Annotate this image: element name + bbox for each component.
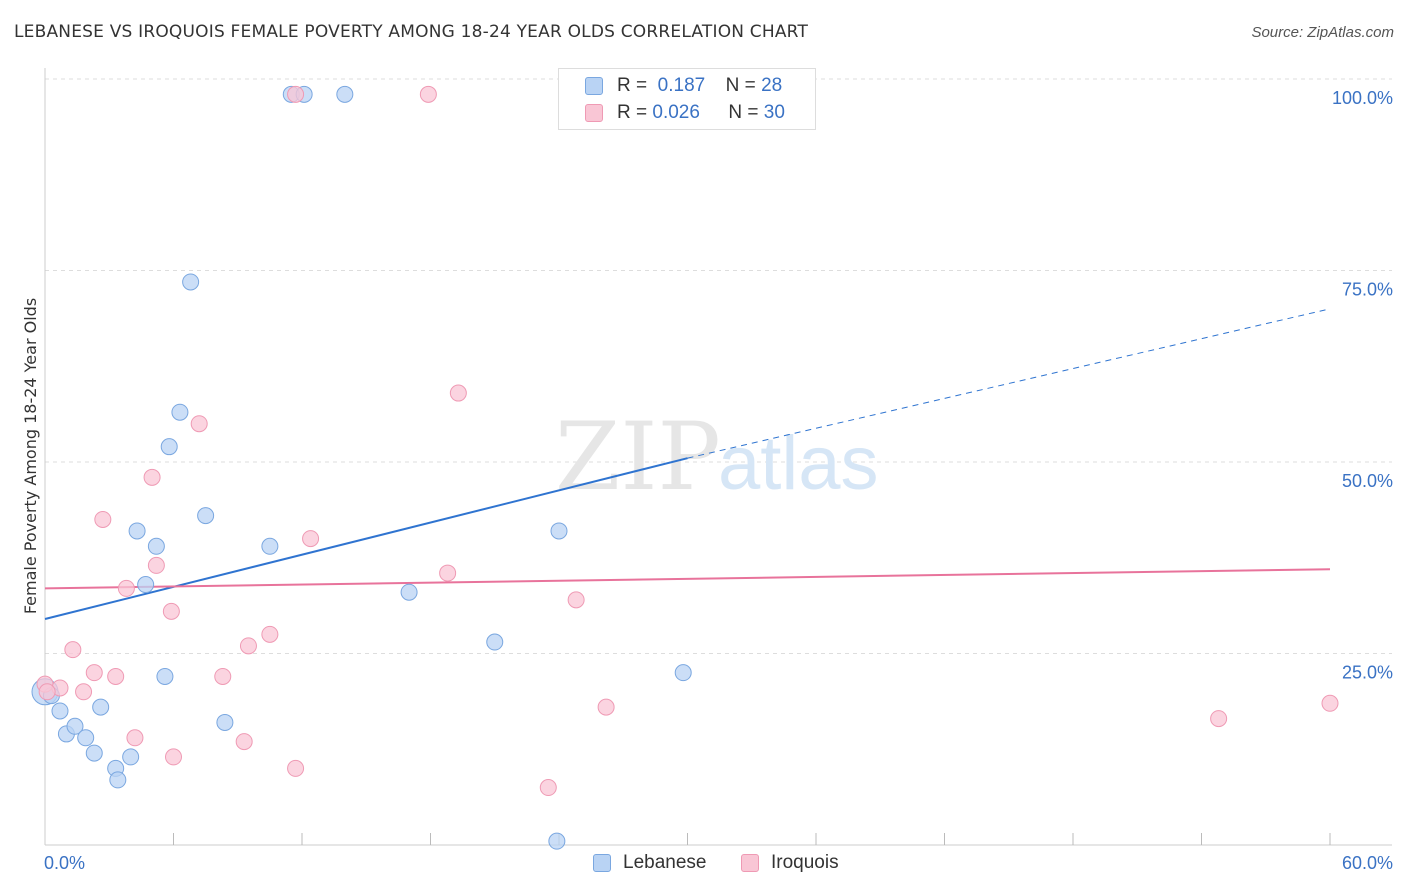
trend-line-lebanese xyxy=(44,457,688,621)
point-lebanese xyxy=(550,522,568,540)
legend-label-iroquois: Iroquois xyxy=(771,852,839,873)
source-label: Source: ZipAtlas.com xyxy=(1251,24,1394,41)
legend-r-value: 0.026 xyxy=(652,102,700,123)
legend-item-lebanese[interactable]: Lebanese xyxy=(593,852,706,874)
y-tick-labels: 25.0% 50.0% 75.0% 100.0% xyxy=(1332,88,1393,683)
y-axis-label: Female Poverty Among 18-24 Year Olds xyxy=(21,298,40,614)
point-lebanese xyxy=(261,537,279,555)
x-tick-label: 60.0% xyxy=(1342,853,1393,873)
point-iroquois xyxy=(162,602,180,620)
correlation-legend: R = 0.187 N = 28 R = 0.026 N = 30 xyxy=(558,68,816,130)
point-iroquois xyxy=(287,85,305,103)
data-points xyxy=(31,85,1339,850)
point-iroquois xyxy=(85,664,103,682)
point-iroquois xyxy=(287,759,305,777)
iroquois-swatch xyxy=(741,854,759,872)
point-iroquois xyxy=(143,468,161,486)
legend-row-iroquois: R = 0.026 N = 30 xyxy=(585,100,785,126)
point-lebanese xyxy=(486,633,504,651)
legend-n-value: 28 xyxy=(761,75,783,96)
point-iroquois xyxy=(126,729,144,747)
point-lebanese xyxy=(147,537,165,555)
point-iroquois xyxy=(235,733,253,751)
watermark-zip: ZIP xyxy=(555,403,721,512)
point-iroquois xyxy=(75,683,93,701)
legend-r-value: 0.187 xyxy=(657,75,706,96)
point-iroquois xyxy=(302,530,320,548)
point-lebanese xyxy=(137,576,155,594)
point-iroquois xyxy=(261,625,279,643)
x-tick-label: 0.0% xyxy=(44,853,85,873)
point-lebanese xyxy=(182,273,200,291)
point-lebanese xyxy=(336,85,354,103)
point-lebanese xyxy=(122,748,140,766)
legend-r-label: R = xyxy=(617,75,648,96)
point-lebanese xyxy=(160,438,178,456)
point-iroquois xyxy=(165,748,182,766)
trend-line-iroquois xyxy=(44,568,1331,590)
point-iroquois xyxy=(1210,710,1228,728)
point-iroquois xyxy=(38,683,56,701)
point-lebanese xyxy=(216,713,234,731)
point-lebanese xyxy=(400,583,418,601)
legend-row-lebanese: R = 0.187 N = 28 xyxy=(585,73,782,99)
lebanese-swatch xyxy=(593,854,611,872)
y-tick-label: 25.0% xyxy=(1342,663,1393,683)
point-lebanese xyxy=(197,507,215,525)
y-tick-label: 100.0% xyxy=(1332,88,1393,108)
point-iroquois xyxy=(239,637,257,655)
legend-n-label: N = xyxy=(725,75,756,96)
point-lebanese xyxy=(674,664,692,682)
point-iroquois xyxy=(214,667,232,685)
point-lebanese xyxy=(156,667,174,685)
point-iroquois xyxy=(449,384,467,402)
point-lebanese xyxy=(85,744,103,762)
chart-title: LEBANESE VS IROQUOIS FEMALE POVERTY AMON… xyxy=(14,22,809,42)
watermark-atlas: atlas xyxy=(718,421,879,506)
point-iroquois xyxy=(1321,694,1339,712)
point-lebanese xyxy=(77,729,95,747)
legend-n-label: N = xyxy=(728,102,759,123)
watermark: ZIP atlas xyxy=(555,403,879,512)
point-lebanese xyxy=(548,832,566,850)
y-tick-label: 50.0% xyxy=(1342,471,1393,491)
legend-n-value: 30 xyxy=(763,102,785,123)
y-tick-label: 75.0% xyxy=(1342,280,1393,300)
point-lebanese xyxy=(128,522,146,540)
point-iroquois xyxy=(147,556,165,574)
trend-lines xyxy=(44,308,1331,621)
point-lebanese xyxy=(92,698,110,716)
point-lebanese xyxy=(66,717,84,735)
point-lebanese xyxy=(51,702,69,720)
point-iroquois xyxy=(439,564,457,582)
point-iroquois xyxy=(107,667,125,685)
point-lebanese xyxy=(109,771,127,789)
legend-item-iroquois[interactable]: Iroquois xyxy=(741,852,839,874)
point-iroquois xyxy=(94,510,112,528)
point-iroquois xyxy=(64,641,82,659)
legend-r-label: R = xyxy=(617,102,648,123)
point-iroquois xyxy=(190,415,208,433)
lebanese-swatch xyxy=(585,77,603,95)
point-iroquois xyxy=(567,591,585,609)
point-lebanese xyxy=(171,403,189,421)
grid-lines xyxy=(45,78,1392,654)
x-tick-labels: 0.0% 60.0% xyxy=(44,853,1393,873)
legend-label-lebanese: Lebanese xyxy=(623,852,707,873)
point-iroquois xyxy=(539,779,557,797)
iroquois-swatch xyxy=(585,104,603,122)
point-iroquois xyxy=(597,698,615,716)
point-iroquois xyxy=(419,85,437,103)
point-iroquois xyxy=(117,579,135,597)
